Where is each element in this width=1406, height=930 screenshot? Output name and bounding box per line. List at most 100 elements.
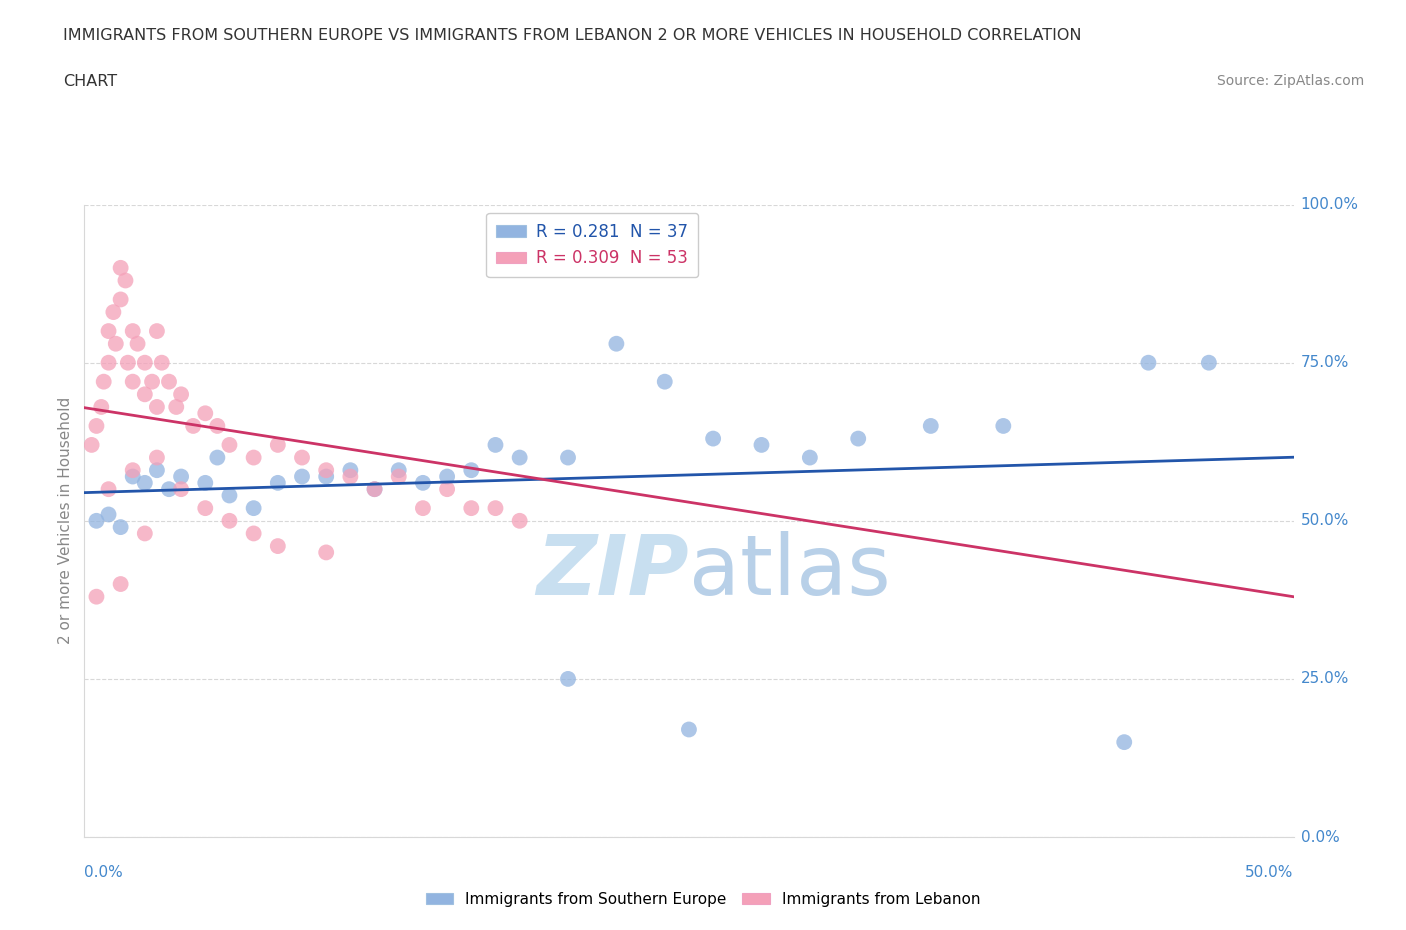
Text: 50.0%: 50.0% (1301, 513, 1348, 528)
Point (207, 450, 229, 465)
Point (134, 387, 156, 402)
Point (678, 722, 700, 737)
Point (121, 374, 143, 389)
Text: 0.0%: 0.0% (84, 865, 124, 880)
Point (207, 418, 229, 433)
Point (170, 482, 193, 497)
Text: 50.0%: 50.0% (1246, 865, 1294, 880)
Point (170, 469, 193, 484)
Point (141, 374, 163, 389)
Point (484, 500, 506, 515)
Point (110, 577, 132, 591)
Point (242, 526, 264, 541)
Point (388, 469, 411, 484)
Point (121, 469, 143, 484)
Point (484, 437, 506, 452)
Text: ZIP: ZIP (536, 531, 689, 612)
Point (110, 520, 132, 535)
Text: IMMIGRANTS FROM SOUTHERN EUROPE VS IMMIGRANTS FROM LEBANON 2 OR MORE VEHICLES IN: IMMIGRANTS FROM SOUTHERN EUROPE VS IMMIG… (63, 28, 1081, 43)
Point (157, 482, 180, 497)
Point (315, 463, 337, 478)
Point (1114, 735, 1136, 750)
Point (654, 374, 676, 389)
Point (267, 538, 290, 553)
Point (134, 475, 156, 490)
Point (460, 500, 482, 515)
Point (97, 482, 120, 497)
Point (86, 513, 108, 528)
Point (412, 475, 434, 490)
Legend: R = 0.281  N = 37, R = 0.309  N = 53: R = 0.281 N = 37, R = 0.309 N = 53 (486, 213, 699, 277)
Point (557, 671, 579, 686)
Point (702, 432, 724, 446)
Point (218, 488, 240, 503)
Point (117, 355, 139, 370)
Point (339, 469, 361, 484)
Point (363, 482, 385, 497)
Point (114, 273, 136, 288)
Point (242, 450, 264, 465)
Point (181, 418, 204, 433)
Point (121, 324, 143, 339)
Point (291, 469, 314, 484)
Point (363, 482, 385, 497)
Text: 75.0%: 75.0% (1301, 355, 1348, 370)
Point (751, 437, 773, 452)
Point (104, 337, 127, 352)
Point (291, 450, 314, 465)
Point (110, 292, 132, 307)
Point (93, 374, 115, 389)
Point (436, 469, 458, 484)
Point (165, 400, 187, 415)
Point (146, 324, 169, 339)
Point (134, 355, 156, 370)
Point (97, 507, 120, 522)
Point (993, 418, 1015, 433)
Point (80, 437, 103, 452)
Point (412, 500, 434, 515)
Point (509, 513, 531, 528)
Point (127, 337, 149, 352)
Point (605, 337, 627, 352)
Point (90, 400, 112, 415)
Legend: Immigrants from Southern Europe, Immigrants from Lebanon: Immigrants from Southern Europe, Immigra… (419, 886, 987, 913)
Point (1137, 355, 1160, 370)
Point (315, 545, 337, 560)
Point (557, 450, 579, 465)
Point (97, 355, 120, 370)
Text: atlas: atlas (689, 531, 890, 612)
Point (799, 450, 821, 465)
Point (218, 437, 240, 452)
Point (267, 437, 290, 452)
Text: 25.0%: 25.0% (1301, 671, 1348, 686)
Point (920, 418, 942, 433)
Point (339, 463, 361, 478)
Point (509, 450, 531, 465)
Point (86, 418, 108, 433)
Point (146, 400, 169, 415)
Point (97, 324, 120, 339)
Text: 100.0%: 100.0% (1301, 197, 1358, 212)
Point (218, 513, 240, 528)
Point (460, 463, 482, 478)
Point (1198, 355, 1220, 370)
Point (315, 469, 337, 484)
Point (436, 482, 458, 497)
Point (86, 590, 108, 604)
Point (194, 475, 217, 490)
Point (267, 475, 290, 490)
Point (388, 463, 411, 478)
Point (134, 526, 156, 541)
Point (846, 432, 869, 446)
Y-axis label: 2 or more Vehicles in Household: 2 or more Vehicles in Household (58, 397, 73, 644)
Point (110, 260, 132, 275)
Point (150, 355, 173, 370)
Point (170, 387, 193, 402)
Point (146, 450, 169, 465)
Point (678, 216, 700, 231)
Text: Source: ZipAtlas.com: Source: ZipAtlas.com (1216, 74, 1364, 88)
Text: CHART: CHART (63, 74, 117, 89)
Point (121, 463, 143, 478)
Point (146, 463, 169, 478)
Point (242, 500, 264, 515)
